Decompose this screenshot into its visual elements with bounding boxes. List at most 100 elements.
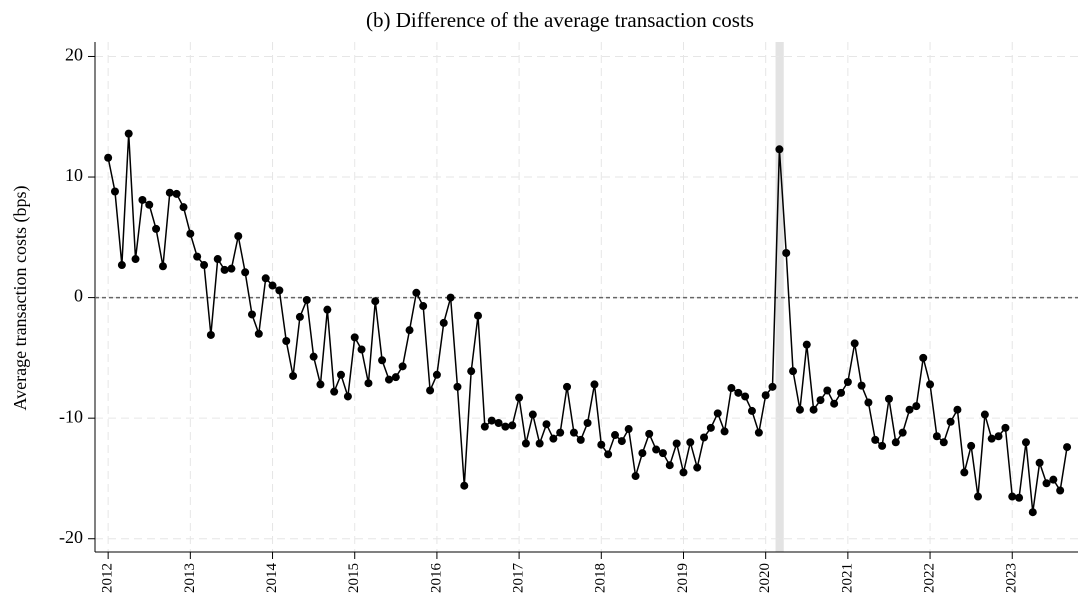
shaded-region xyxy=(775,42,784,552)
point xyxy=(1028,508,1037,517)
point xyxy=(145,200,154,209)
point xyxy=(967,441,976,450)
point xyxy=(432,370,441,379)
point xyxy=(261,274,270,283)
point xyxy=(391,373,400,382)
point xyxy=(713,409,722,418)
point xyxy=(754,428,763,437)
point xyxy=(419,302,428,311)
x-tick-label: 2021 xyxy=(839,563,855,593)
point xyxy=(1049,475,1058,484)
point xyxy=(843,378,852,386)
point xyxy=(919,353,928,362)
point xyxy=(994,432,1003,441)
point xyxy=(912,402,921,411)
x-tick-label: 2017 xyxy=(511,563,527,594)
point xyxy=(213,255,222,264)
point xyxy=(117,261,126,270)
point xyxy=(200,261,209,270)
point xyxy=(316,380,325,389)
point xyxy=(898,428,907,437)
point xyxy=(775,145,784,154)
point xyxy=(672,439,681,448)
point xyxy=(282,337,291,346)
point xyxy=(727,384,736,393)
point xyxy=(220,265,229,274)
point xyxy=(837,388,846,397)
point xyxy=(124,129,133,138)
point xyxy=(973,492,982,501)
point xyxy=(747,406,756,415)
point xyxy=(138,195,147,204)
point xyxy=(227,264,236,273)
point xyxy=(131,255,140,264)
x-tick-label: 2012 xyxy=(100,563,116,593)
point xyxy=(980,410,989,419)
point xyxy=(597,440,606,449)
point xyxy=(521,439,530,448)
point xyxy=(364,379,373,388)
point xyxy=(104,153,113,162)
point xyxy=(426,386,435,395)
chart-title: (b) Difference of the average transactio… xyxy=(366,8,754,32)
point xyxy=(645,429,654,438)
point xyxy=(652,445,661,454)
point xyxy=(782,248,791,257)
line xyxy=(107,133,1068,513)
point xyxy=(186,229,195,238)
point xyxy=(926,380,935,389)
y-axis-label: Average transaction costs (bps) xyxy=(10,185,31,410)
point xyxy=(878,441,887,450)
point xyxy=(535,439,544,448)
point xyxy=(795,405,804,414)
point xyxy=(761,391,770,400)
point xyxy=(302,296,311,305)
point xyxy=(474,311,483,320)
point xyxy=(563,382,572,391)
point xyxy=(1008,492,1017,501)
point xyxy=(206,330,215,339)
point xyxy=(617,437,626,446)
point xyxy=(953,405,962,414)
point xyxy=(960,468,969,477)
point xyxy=(864,398,873,407)
point xyxy=(494,418,503,427)
point xyxy=(706,423,715,432)
point xyxy=(501,422,510,431)
point xyxy=(1063,443,1072,452)
point xyxy=(480,422,489,431)
point xyxy=(809,405,818,414)
point xyxy=(453,382,462,391)
point xyxy=(638,449,647,458)
point xyxy=(604,450,613,459)
point xyxy=(1015,493,1024,502)
point xyxy=(165,188,174,197)
point xyxy=(700,433,709,442)
point xyxy=(268,281,277,290)
point xyxy=(631,472,640,481)
point xyxy=(275,286,284,295)
point xyxy=(1035,458,1044,467)
point xyxy=(234,232,243,241)
point xyxy=(932,432,941,441)
point xyxy=(1056,486,1065,495)
point xyxy=(343,392,352,401)
point xyxy=(371,297,380,306)
y-tick-label: -10 xyxy=(59,406,83,426)
point xyxy=(789,367,798,376)
point xyxy=(693,463,702,472)
point xyxy=(816,396,825,405)
x-tick-label: 2014 xyxy=(264,563,280,594)
point xyxy=(508,421,517,430)
point xyxy=(549,434,558,443)
point xyxy=(309,352,318,361)
point xyxy=(686,438,695,447)
point xyxy=(583,418,592,427)
point xyxy=(720,427,729,436)
point xyxy=(658,449,667,458)
point xyxy=(611,431,620,440)
point xyxy=(857,381,866,390)
x-tick-label: 2013 xyxy=(182,563,198,593)
point xyxy=(241,268,250,277)
point xyxy=(172,189,181,198)
